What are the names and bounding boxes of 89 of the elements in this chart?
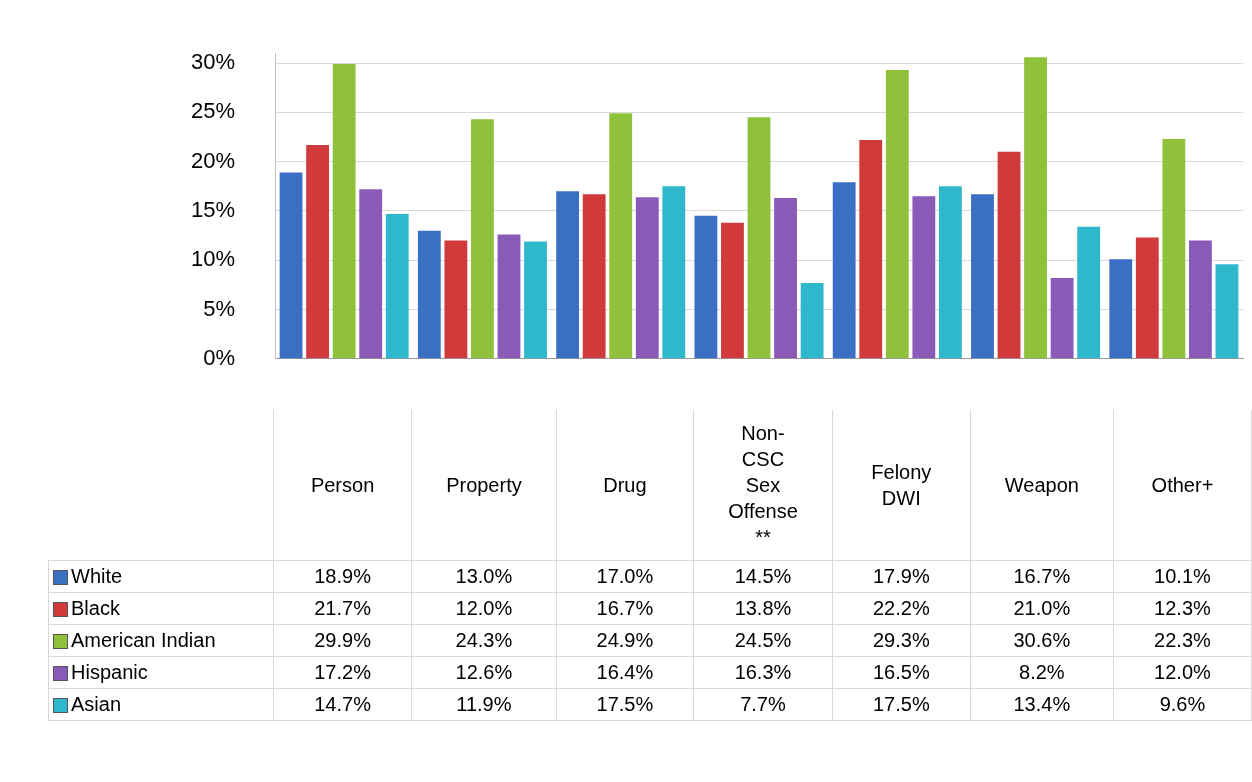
data-label: 13.4% (970, 688, 1114, 720)
bar (1050, 277, 1074, 359)
data-label: 14.7% (273, 688, 412, 720)
data-label: 17.9% (832, 560, 971, 592)
data-label: 13.8% (693, 592, 833, 624)
data-label: 16.7% (970, 560, 1114, 592)
bar (747, 117, 771, 359)
x-tick-label: Non-CSC Sex Offense ** (693, 410, 833, 560)
bar (997, 151, 1021, 359)
data-label: 21.7% (273, 592, 412, 624)
bar (582, 194, 606, 359)
data-label: 12.0% (411, 592, 557, 624)
bar (662, 186, 686, 359)
data-label: 12.6% (411, 656, 557, 688)
legend-label: Black (71, 596, 120, 619)
bar (497, 234, 521, 359)
bar (417, 230, 441, 359)
x-tick-label: Felony DWI (832, 410, 971, 560)
y-tick-label: 0% (203, 344, 235, 370)
bar (1135, 237, 1159, 359)
data-label: 9.6% (1113, 688, 1252, 720)
y-tick-label: 30% (190, 49, 235, 75)
bar (306, 144, 330, 359)
y-tick-label: 10% (190, 246, 235, 272)
data-label: 22.2% (832, 592, 971, 624)
y-tick-label: 5% (203, 295, 235, 321)
bar (938, 186, 962, 359)
legend-label: American Indian (71, 628, 216, 651)
bar (694, 215, 718, 359)
bar (912, 196, 936, 359)
data-label: 29.3% (832, 624, 971, 656)
legend-label: Hispanic (71, 660, 148, 683)
data-label: 12.3% (1113, 592, 1252, 624)
bar (359, 189, 383, 359)
bar (800, 282, 824, 359)
legend-label: White (71, 564, 123, 587)
y-tick-label: 25% (190, 98, 235, 124)
x-tick-label: Person (273, 410, 412, 560)
data-label: 10.1% (1113, 560, 1252, 592)
bar (332, 64, 356, 359)
data-label: 22.3% (1113, 624, 1252, 656)
bar (859, 139, 883, 359)
data-label: 18.9% (273, 560, 412, 592)
bar (721, 222, 744, 359)
bar (1024, 57, 1047, 359)
bar (385, 213, 409, 359)
data-label: 29.9% (273, 624, 412, 656)
data-label: 17.2% (273, 656, 412, 688)
data-label: 11.9% (411, 688, 557, 720)
y-tick-label: 15% (190, 196, 235, 222)
data-label: 24.5% (693, 624, 833, 656)
bar (524, 241, 547, 359)
data-label: 17.5% (832, 688, 971, 720)
data-label: 21.0% (970, 592, 1114, 624)
bar (774, 198, 797, 359)
bar (609, 113, 633, 359)
x-tick-label: Other+ (1113, 410, 1252, 560)
bar (1188, 240, 1212, 359)
bar (885, 69, 909, 359)
bar (1215, 264, 1239, 359)
bar (1109, 259, 1133, 359)
x-tick-label: Property (411, 410, 557, 560)
bar (832, 182, 856, 359)
data-label: 24.3% (411, 624, 557, 656)
data-label: 12.0% (1113, 656, 1252, 688)
data-label: 24.9% (556, 624, 694, 656)
data-label: 16.4% (556, 656, 694, 688)
data-label: 16.7% (556, 592, 694, 624)
bar (635, 197, 659, 359)
bar (1077, 226, 1101, 359)
data-label: 14.5% (693, 560, 833, 592)
data-label: 16.5% (832, 656, 971, 688)
bar (556, 191, 580, 359)
data-label: 16.3% (693, 656, 833, 688)
data-label: 13.0% (411, 560, 557, 592)
legend-label: Asian (71, 692, 122, 715)
x-tick-label: Drug (556, 410, 694, 560)
bar (279, 172, 303, 359)
bar (471, 119, 494, 359)
y-tick-label: 20% (190, 147, 235, 173)
data-label: 8.2% (970, 656, 1114, 688)
bar (1162, 138, 1186, 359)
x-tick-label: Weapon (970, 410, 1114, 560)
bar (971, 194, 994, 359)
data-label: 17.5% (556, 688, 694, 720)
data-label: 7.7% (693, 688, 833, 720)
bar (444, 240, 468, 359)
data-label: 30.6% (970, 624, 1114, 656)
data-label: 17.0% (556, 560, 694, 592)
